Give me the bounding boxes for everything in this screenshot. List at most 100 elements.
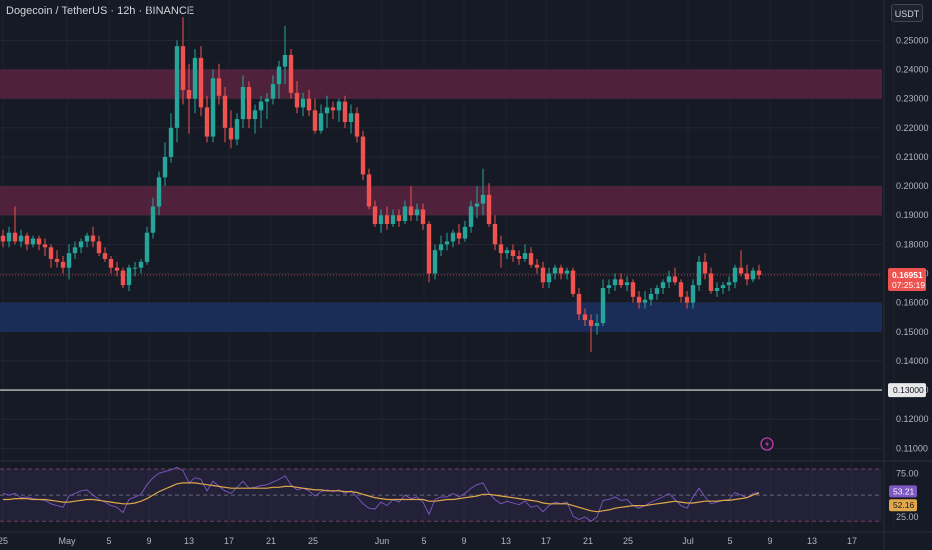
candle-body — [366, 174, 372, 207]
candle-body — [750, 270, 756, 280]
candle-body — [612, 279, 618, 286]
candle — [162, 142, 168, 187]
candle — [600, 279, 606, 326]
candle — [42, 238, 48, 257]
candle — [294, 81, 300, 114]
candle — [6, 226, 12, 248]
candle — [654, 285, 660, 300]
lightning-alert-icon — [760, 437, 774, 451]
time-axis-label: 25 — [308, 536, 318, 546]
candle-body — [624, 282, 630, 286]
price-axis-label: 0.15000 — [896, 327, 929, 337]
price-axis-label: 0.20000 — [896, 181, 929, 191]
candle-body — [330, 107, 336, 111]
candle-body — [282, 54, 288, 67]
candle-body — [570, 270, 576, 294]
candle-body — [528, 253, 534, 265]
candle — [24, 232, 30, 251]
candle-body — [198, 57, 204, 108]
candle — [108, 256, 114, 274]
candle-body — [144, 232, 150, 262]
candle-body — [360, 136, 366, 175]
candle-body — [444, 241, 450, 245]
time-axis-label: 17 — [847, 536, 857, 546]
time-axis-label: 25 — [0, 536, 8, 546]
candle-body — [372, 206, 378, 224]
candle-body — [408, 206, 414, 216]
candle-body — [324, 107, 330, 114]
time-axis-label: May — [58, 536, 76, 546]
candle — [336, 98, 342, 122]
candle — [324, 95, 330, 128]
candle — [684, 290, 690, 309]
candle — [552, 264, 558, 280]
candle — [318, 104, 324, 134]
candle-body — [708, 273, 714, 291]
candle-body — [450, 232, 456, 242]
time-axis-label: 9 — [767, 536, 772, 546]
symbol-title[interactable]: Dogecoin / TetherUS · 12h · BINANCE — [6, 5, 195, 17]
candle — [348, 104, 354, 134]
candle — [486, 183, 492, 227]
candle — [270, 75, 276, 105]
candle — [594, 314, 600, 335]
price-axis-label: 0.24000 — [896, 65, 929, 75]
rsi-axis-label: 75.00 — [896, 468, 919, 478]
rsi-value-tag: 53.21 — [889, 485, 917, 498]
candle-body — [498, 244, 504, 254]
countdown-label: 07:25:19 — [892, 280, 925, 290]
rsi-ma-line — [3, 482, 760, 513]
candle — [720, 282, 726, 294]
candle — [504, 247, 510, 259]
candle — [708, 267, 714, 294]
candle-body — [66, 253, 72, 268]
currency-button[interactable]: USDT — [891, 4, 923, 22]
candle — [498, 235, 504, 268]
candle-body — [108, 258, 114, 268]
candle — [618, 273, 624, 289]
price-axis-label: 0.16000 — [896, 298, 929, 308]
time-axis-label: 17 — [224, 536, 234, 546]
candle — [102, 247, 108, 262]
candle-body — [474, 203, 480, 207]
candle-body — [486, 194, 492, 224]
candle — [252, 104, 258, 134]
candle — [396, 209, 402, 227]
candle — [576, 288, 582, 321]
candle-body — [666, 276, 672, 283]
candle — [288, 49, 294, 99]
candle-body — [84, 235, 90, 242]
candle — [726, 276, 732, 291]
candle-body — [378, 215, 384, 224]
candle-body — [414, 209, 420, 216]
candle — [222, 87, 228, 143]
candle — [300, 92, 306, 117]
candle — [90, 226, 96, 248]
candle-body — [192, 57, 198, 99]
candle — [48, 244, 54, 268]
candle-body — [456, 232, 462, 239]
candle — [690, 279, 696, 309]
support-tag-label: 0.13000 — [893, 385, 924, 395]
rsi-ma-tag: 52.16 — [889, 499, 917, 512]
candle — [546, 267, 552, 289]
candle-body — [594, 323, 600, 326]
candle-body — [306, 98, 312, 111]
candle-body — [174, 46, 180, 128]
candle-body — [90, 235, 96, 242]
candle — [462, 221, 468, 242]
candle-body — [504, 250, 510, 254]
candle — [660, 279, 666, 294]
candle — [444, 232, 450, 251]
candle — [210, 69, 216, 143]
candle — [456, 223, 462, 245]
candle-body — [24, 235, 30, 245]
candle-body — [156, 177, 162, 207]
candle-body — [60, 261, 66, 268]
candle — [648, 288, 654, 306]
candle-body — [252, 110, 258, 120]
candle — [390, 209, 396, 227]
candle-body — [222, 95, 228, 128]
